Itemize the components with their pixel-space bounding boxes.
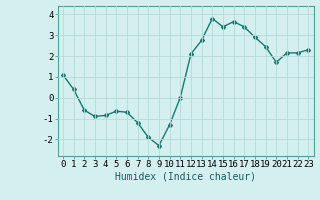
- X-axis label: Humidex (Indice chaleur): Humidex (Indice chaleur): [115, 172, 256, 182]
